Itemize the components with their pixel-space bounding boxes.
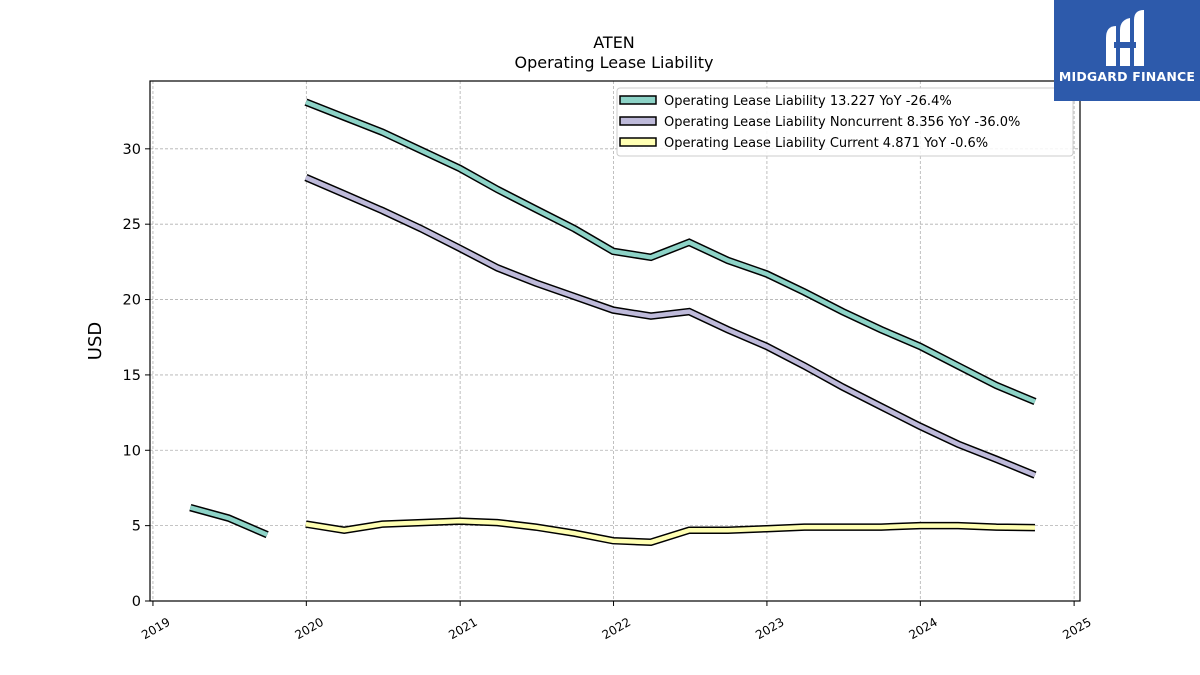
legend-swatch — [619, 137, 657, 147]
brand-logo-icon — [1106, 10, 1144, 66]
y-tick-label: 5 — [132, 519, 141, 535]
legend-label: Operating Lease Liability Noncurrent 8.3… — [664, 115, 1020, 130]
y-axis-label: USD — [85, 322, 106, 360]
y-tick-label: 25 — [123, 217, 141, 233]
x-tick-label: 2021 — [446, 615, 479, 642]
legend-label: Operating Lease Liability Current 4.871 … — [664, 136, 988, 151]
x-tick-label: 2020 — [293, 615, 326, 642]
series-line-1 — [189, 505, 269, 537]
x-tick-label: 2025 — [1060, 615, 1093, 642]
legend-swatch — [619, 95, 657, 105]
y-tick-label: 15 — [123, 368, 141, 384]
y-tick-label: 10 — [123, 443, 141, 459]
x-tick-label: 2019 — [139, 615, 172, 642]
chart-subtitle: Operating Lease Liability — [514, 53, 713, 72]
chart-title: ATEN — [593, 33, 635, 52]
legend-box — [616, 87, 1074, 157]
legend-label: Operating Lease Liability 13.227 YoY -26… — [664, 94, 952, 109]
plot-frame — [149, 80, 1081, 602]
series-line-2 — [305, 175, 1036, 478]
brand-logo: MIDGARD FINANCE — [1054, 0, 1200, 101]
series-line-3 — [305, 518, 1036, 545]
brand-name: MIDGARD FINANCE — [1058, 69, 1196, 84]
legend-swatch — [619, 116, 657, 126]
x-tick-label: 2023 — [753, 615, 786, 642]
x-tick-label: 2024 — [906, 615, 939, 642]
series-line-1 — [305, 100, 1036, 404]
x-tick-label: 2022 — [600, 615, 633, 642]
y-tick-label: 20 — [123, 293, 141, 309]
y-tick-label: 0 — [132, 594, 141, 610]
series-layer — [189, 98, 1037, 546]
y-tick-label: 30 — [123, 142, 141, 158]
legend: Operating Lease Liability 13.227 YoY -26… — [616, 87, 1074, 157]
